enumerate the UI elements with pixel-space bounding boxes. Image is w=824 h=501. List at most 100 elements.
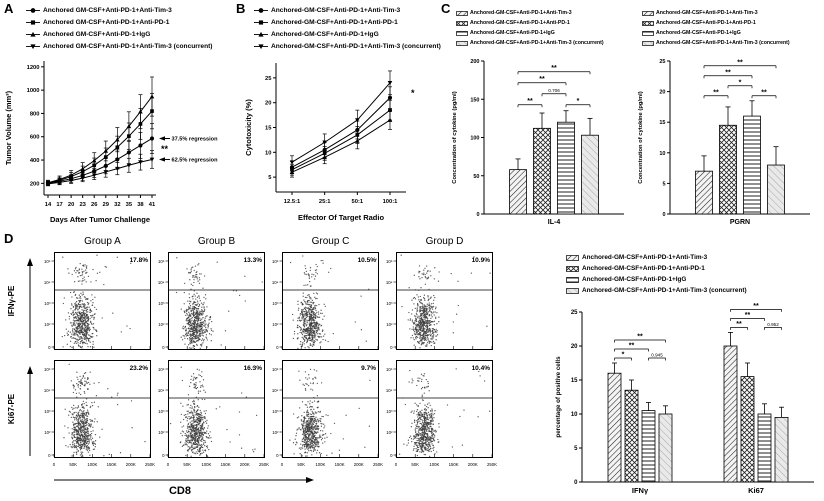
svg-text:IL-4: IL-4	[548, 219, 561, 226]
svg-text:9.7%: 9.7%	[361, 365, 376, 372]
svg-text:100: 100	[470, 136, 479, 142]
svg-text:10³: 10³	[158, 409, 165, 414]
svg-text:Ki67-PE: Ki67-PE	[7, 393, 16, 424]
svg-text:Group D: Group D	[426, 236, 464, 247]
svg-text:10²: 10²	[44, 322, 51, 327]
legend-label: Anchored GM-CSF+Anti-PD-1+Anti-PD-1	[43, 18, 170, 26]
svg-text:5: 5	[662, 181, 665, 187]
svg-text:250K: 250K	[373, 462, 383, 467]
svg-text:5: 5	[268, 175, 272, 181]
svg-text:20: 20	[659, 90, 665, 96]
svg-text:23.2%: 23.2%	[130, 365, 149, 372]
svg-text:0: 0	[476, 212, 479, 218]
legend-label: Anchored-GM-CSF+Anti-PD-1+Anti-PD-1	[656, 20, 756, 26]
svg-text:0: 0	[281, 462, 284, 467]
svg-text:Concentration of cytokine (pg/: Concentration of cytokine (pg/ml)	[452, 91, 458, 183]
svg-text:1000: 1000	[27, 88, 40, 94]
svg-text:10⁴: 10⁴	[158, 280, 165, 285]
legend-swatch-icon	[456, 20, 468, 26]
svg-text:PGRN: PGRN	[730, 219, 750, 226]
svg-text:10²: 10²	[44, 430, 51, 435]
svg-text:*: *	[739, 79, 742, 86]
svg-text:10⁴: 10⁴	[158, 388, 165, 393]
svg-text:10³: 10³	[386, 301, 393, 306]
svg-text:200: 200	[30, 181, 40, 187]
legend-item: Anchored-GM-CSF+Anti-PD-1+Anti-PD-1	[254, 16, 441, 28]
svg-text:100K: 100K	[201, 462, 211, 467]
svg-text:*: *	[577, 98, 580, 105]
svg-text:**: **	[161, 144, 169, 154]
svg-text:26: 26	[91, 202, 98, 208]
svg-text:10⁵: 10⁵	[158, 367, 165, 372]
svg-text:10.4%: 10.4%	[472, 365, 491, 372]
panel-b-label: B	[236, 1, 246, 16]
svg-text:200K: 200K	[468, 462, 478, 467]
svg-text:Group C: Group C	[312, 236, 350, 247]
panel-b-legend: Anchored-GM-CSF+Anti-PD-1+Anti-Tim-3 Anch…	[254, 4, 441, 52]
legend-label: Anchored-GM-CSF+Anti-PD-1+Anti-Tim-3 (co…	[582, 287, 747, 294]
svg-text:17: 17	[56, 202, 62, 208]
svg-text:400: 400	[30, 158, 40, 164]
svg-text:150K: 150K	[107, 462, 117, 467]
svg-text:Group A: Group A	[84, 236, 121, 247]
svg-text:12.5:1: 12.5:1	[284, 199, 301, 205]
legend-label: Anchored-GM-CSF+Anti-PD-1+IgG	[656, 30, 741, 36]
panel-d-label: D	[4, 231, 14, 246]
svg-text:0: 0	[390, 453, 393, 458]
svg-text:100:1: 100:1	[383, 199, 399, 205]
svg-text:10⁴: 10⁴	[272, 388, 279, 393]
legend-label: Anchored GM-CSF+Anti-PD-1+Anti-Tim-3 (co…	[43, 42, 213, 50]
legend-label: Anchored-GM-CSF+Anti-PD-1+Anti-Tim-3	[656, 10, 758, 16]
legend-marker-icon	[254, 43, 268, 49]
legend-swatch-icon	[566, 254, 579, 261]
legend-label: Anchored-GM-CSF+Anti-PD-1+Anti-PD-1	[582, 265, 705, 272]
tumor-volume-chart: 200 400 600 800 1000 1200 14 17 20 23 26 29 32 35 38 41…	[4, 61, 218, 224]
legend-label: Anchored-GM-CSF+Anti-PD-1+Anti-PD-1	[271, 18, 398, 26]
legend-item: Anchored GM-CSF+Anti-PD-1+Anti-Tim-3 (co…	[26, 40, 213, 52]
legend-item: Anchored-GM-CSF+Anti-PD-1+Anti-Tim-3	[456, 8, 604, 18]
legend-label: Anchored GM-CSF+Anti-PD-1+IgG	[43, 30, 151, 38]
svg-text:Cytotoxicity (%): Cytotoxicity (%)	[244, 99, 253, 156]
svg-text:**: **	[737, 59, 743, 66]
svg-text:0: 0	[276, 453, 279, 458]
svg-text:Group B: Group B	[198, 236, 236, 247]
svg-text:*: *	[411, 88, 415, 98]
svg-text:Tumor Volume (mm³): Tumor Volume (mm³)	[4, 90, 13, 165]
svg-text:0: 0	[390, 345, 393, 350]
svg-text:50:1: 50:1	[352, 199, 364, 205]
svg-text:Effector Of Target Radio: Effector Of Target Radio	[298, 213, 385, 222]
legend-item: Anchored-GM-CSF+Anti-PD-1+IgG	[254, 28, 441, 40]
svg-text:800: 800	[30, 111, 40, 117]
legend-item: Anchored-GM-CSF+Anti-PD-1+Anti-Tim-3	[254, 4, 441, 16]
panel-a-legend: Anchored GM-CSF+Anti-PD-1+Anti-Tim-3 Anch…	[26, 4, 213, 52]
svg-text:10⁴: 10⁴	[386, 388, 393, 393]
legend-swatch-icon	[642, 20, 654, 26]
svg-text:10³: 10³	[44, 409, 51, 414]
legend-marker-icon	[26, 31, 40, 37]
svg-text:250K: 250K	[145, 462, 155, 467]
svg-text:0: 0	[162, 453, 165, 458]
legend-swatch-icon	[456, 30, 468, 36]
legend-item: Anchored GM-CSF+Anti-PD-1+Anti-PD-1	[26, 16, 213, 28]
svg-text:250K: 250K	[259, 462, 269, 467]
svg-text:25:1: 25:1	[319, 199, 331, 205]
svg-text:Days After Tumor Challenge: Days After Tumor Challenge	[50, 215, 150, 224]
svg-text:16.3%: 16.3%	[244, 365, 263, 372]
flow-cytometry-grid: Group A Group B Group C Group D IFNγ-PE 0 10² 1…	[7, 236, 497, 497]
legend-label: Anchored-GM-CSF+Anti-PD-1+IgG	[582, 276, 687, 283]
legend-item: Anchored-GM-CSF+Anti-PD-1+Anti-Tim-3	[642, 8, 790, 18]
svg-text:200: 200	[470, 59, 479, 65]
legend-swatch-icon	[642, 10, 654, 16]
svg-text:15: 15	[659, 120, 665, 126]
svg-text:0: 0	[53, 462, 56, 467]
svg-text:**: **	[761, 89, 767, 96]
svg-text:14: 14	[45, 202, 52, 208]
svg-text:50K: 50K	[297, 462, 305, 467]
legend-item: Anchored-GM-CSF+Anti-PD-1+Anti-Tim-3 (co…	[254, 40, 441, 52]
svg-text:20: 20	[265, 101, 271, 107]
svg-text:23: 23	[79, 202, 86, 208]
legend-item: Anchored-GM-CSF+Anti-PD-1+Anti-Tim-3	[566, 252, 747, 263]
legend-marker-icon	[26, 43, 40, 49]
svg-text:25: 25	[265, 76, 272, 82]
